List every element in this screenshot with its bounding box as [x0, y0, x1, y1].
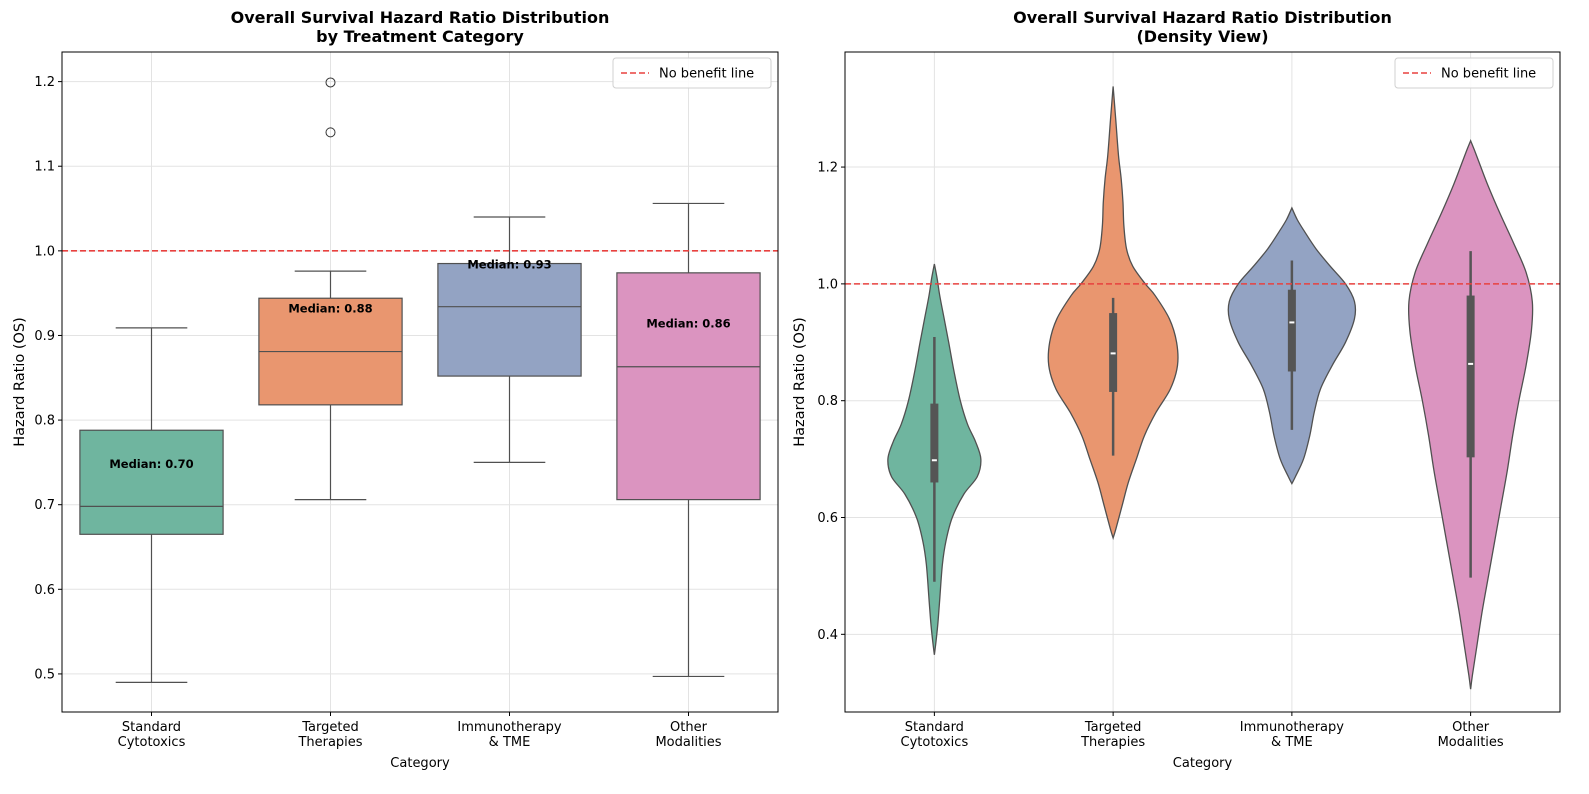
violin-iqr-3 [1466, 295, 1475, 458]
chart-title: Overall Survival Hazard Ratio Distributi… [231, 8, 610, 46]
legend: No benefit line [1394, 57, 1554, 89]
violin-3 [1407, 139, 1534, 690]
chart-panel-1: Overall Survival Hazard Ratio Distributi… [12, 8, 779, 771]
x-tick-label-1: Targeted Therapies [297, 720, 362, 750]
y-tick-label-7: 1.2 [34, 75, 55, 90]
y-tick-label-5: 1.0 [34, 244, 55, 259]
median-annotation-2: Median: 0.93 [467, 257, 551, 271]
y-axis-label: Hazard Ratio (OS) [12, 317, 28, 447]
box-2 [437, 216, 582, 463]
x-axis-label: Category [1173, 756, 1233, 771]
box-1 [258, 77, 403, 501]
x-tick-label-3: Other Modalities [1438, 720, 1504, 750]
x-tick-label-0: Standard Cytotoxics [118, 720, 186, 750]
plot-frame [844, 51, 1561, 713]
legend-box [612, 57, 772, 89]
y-tick-label-0: 0.5 [34, 667, 55, 682]
legend-box [1394, 57, 1554, 89]
violin-median-0 [931, 459, 937, 462]
y-tick-label-2: 0.7 [34, 498, 55, 513]
legend-label: No benefit line [1441, 67, 1536, 82]
legend: No benefit line [612, 57, 772, 89]
median-annotation-0: Median: 0.70 [109, 457, 193, 471]
x-tick-label-3: Other Modalities [655, 720, 721, 750]
y-tick-label-4: 0.9 [34, 329, 55, 344]
violin-1 [1047, 86, 1179, 541]
box-0 [79, 327, 224, 683]
outlier-1-0 [325, 127, 336, 138]
violin-median-3 [1468, 362, 1474, 365]
x-tick-label-0: Standard Cytotoxics [901, 720, 969, 750]
chart-panel-2: Overall Survival Hazard Ratio Distributi… [792, 8, 1561, 771]
y-tick-label-3: 0.8 [34, 414, 55, 429]
chart-title: Overall Survival Hazard Ratio Distributi… [1013, 8, 1392, 46]
x-tick-label-2: Immunotherapy & TME [457, 720, 561, 750]
violin-iqr-0 [930, 403, 939, 483]
iqr-box-3 [616, 272, 761, 501]
y-tick-label-6: 1.1 [34, 160, 55, 175]
x-tick-label-1: Targeted Therapies [1080, 720, 1145, 750]
median-annotation-3: Median: 0.86 [646, 317, 730, 331]
legend-label: No benefit line [659, 67, 754, 82]
y-tick-label-1: 0.6 [34, 583, 55, 598]
y-axis-label: Hazard Ratio (OS) [792, 317, 808, 447]
y-tick-label-4: 1.2 [817, 161, 838, 176]
median-annotation-1: Median: 0.88 [288, 301, 372, 315]
y-tick-label-0: 0.4 [817, 628, 838, 643]
iqr-box-0 [79, 429, 224, 535]
violin-2 [1227, 206, 1357, 486]
violin-median-2 [1289, 321, 1295, 324]
violin-iqr-2 [1287, 289, 1296, 372]
outlier-1-1 [325, 77, 336, 88]
y-tick-label-3: 1.0 [817, 277, 838, 292]
x-axis-label: Category [390, 756, 450, 771]
violin-0 [887, 263, 982, 655]
box-3 [616, 202, 761, 678]
violin-median-1 [1110, 352, 1116, 355]
plot-frame [61, 51, 779, 713]
y-tick-label-1: 0.6 [817, 511, 838, 526]
y-tick-label-2: 0.8 [817, 394, 838, 409]
x-tick-label-2: Immunotherapy & TME [1240, 720, 1344, 750]
iqr-box-2 [437, 262, 582, 377]
